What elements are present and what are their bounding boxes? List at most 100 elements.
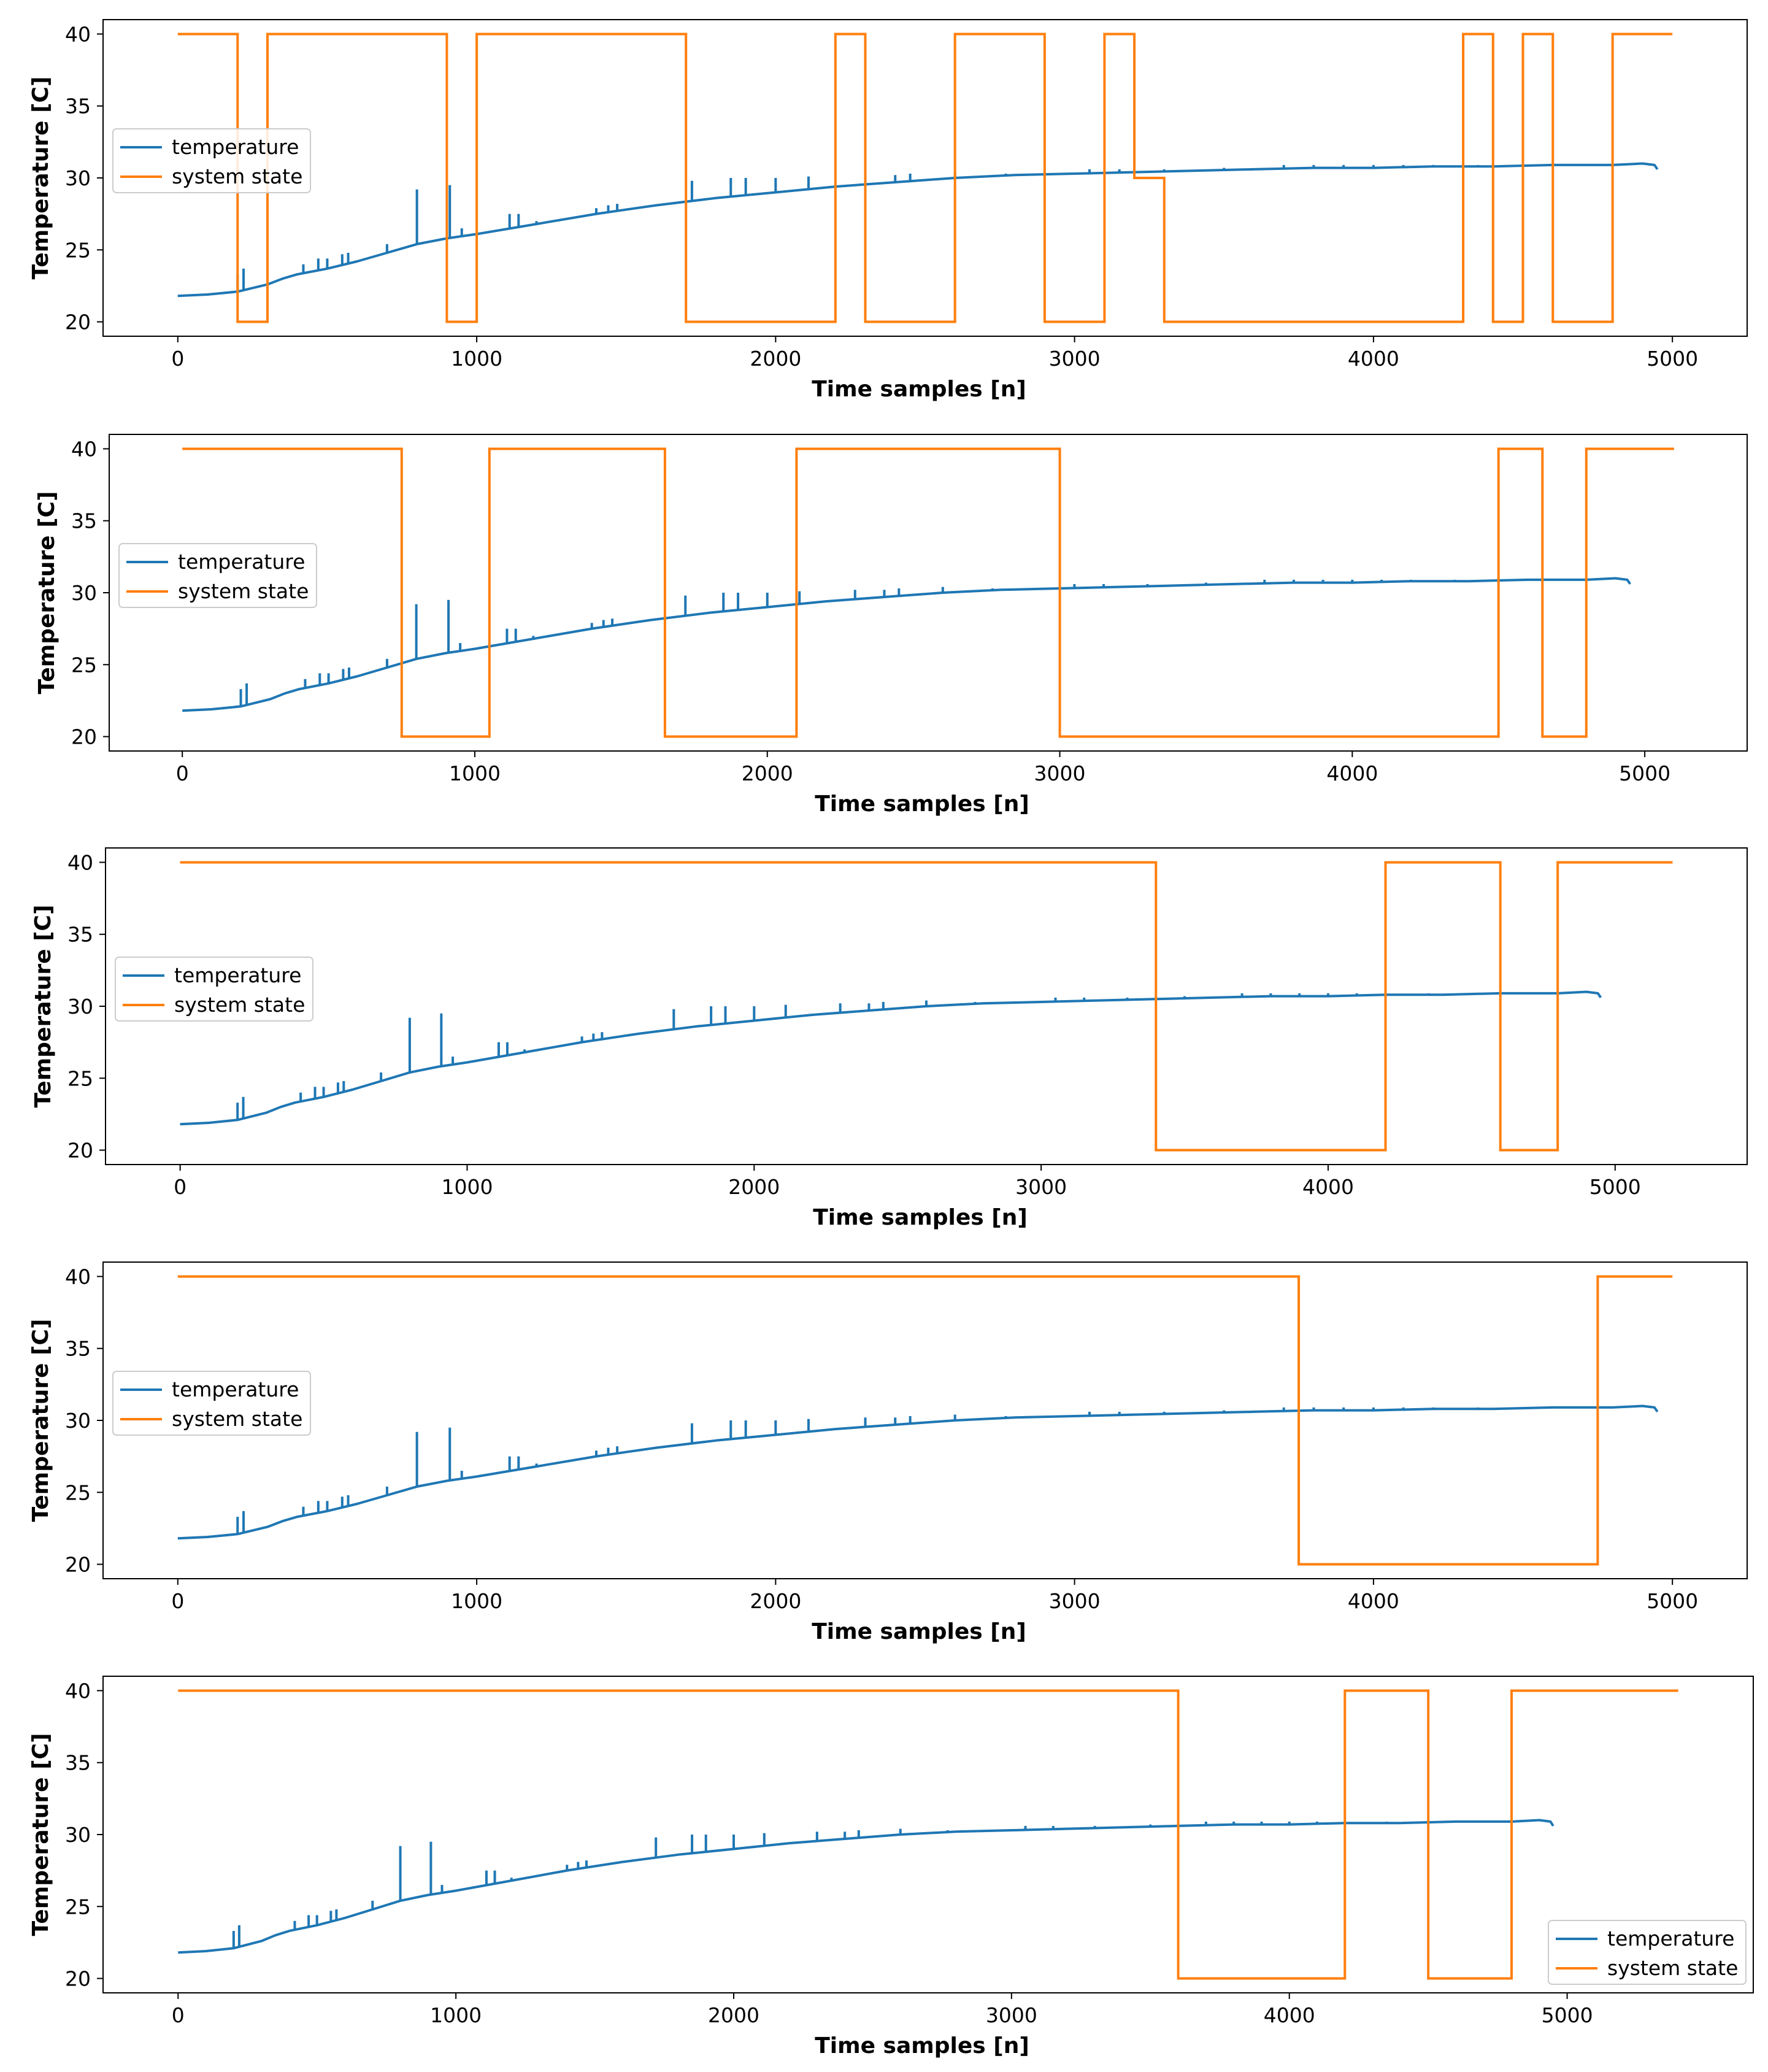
x-tick-label: 4000 — [1326, 761, 1378, 785]
x-tick-label: 3000 — [1015, 1175, 1067, 1199]
y-tick-label: 35 — [65, 1337, 91, 1361]
x-tick-label: 1000 — [430, 2003, 482, 2027]
system-state-line — [180, 861, 1673, 1152]
x-tick-label: 4000 — [1264, 2003, 1315, 2027]
legend-label-temperature: temperature — [172, 1377, 299, 1401]
y-tick-label: 20 — [71, 725, 97, 749]
y-axis-title: Temperature [C] — [28, 1733, 53, 1936]
y-tick-label: 40 — [71, 437, 97, 461]
y-tick-label: 30 — [65, 1409, 91, 1433]
y-tick-label: 25 — [65, 1895, 91, 1919]
x-tick-label: 1000 — [449, 761, 501, 785]
legend-label-temperature: temperature — [1607, 1927, 1734, 1951]
x-tick-label: 2000 — [708, 2003, 759, 2027]
chart-panel-4: 0 1000 2000 3000 4000 5000 20 25 30 35 40 Time samp… — [28, 1261, 1748, 1644]
x-axis-title: Time samples [n] — [815, 791, 1029, 817]
x-tick-label: 5000 — [1619, 761, 1670, 785]
x-tick-label: 2000 — [750, 1589, 801, 1613]
temperature-line — [177, 162, 1659, 298]
y-tick-label: 20 — [65, 310, 91, 334]
y-tick-label: 35 — [65, 1751, 91, 1775]
system-state-line — [177, 33, 1673, 323]
x-tick-label: 0 — [172, 2003, 185, 2027]
x-tick-label: 0 — [171, 1589, 184, 1613]
x-tick-label: 4000 — [1302, 1175, 1354, 1199]
x-tick-label: 2000 — [728, 1175, 780, 1199]
y-tick-label: 40 — [67, 850, 93, 874]
legend: temperature system state — [1548, 1920, 1747, 1985]
x-tick-label: 4000 — [1348, 1589, 1399, 1613]
legend-label-system-state: system state — [172, 1407, 302, 1431]
y-tick-label: 25 — [65, 1481, 91, 1504]
x-axis-title: Time samples [n] — [812, 377, 1026, 402]
y-tick-label: 35 — [65, 94, 91, 118]
x-tick-label: 0 — [171, 347, 184, 371]
x-tick-label: 1000 — [451, 347, 502, 371]
x-tick-label: 2000 — [742, 761, 793, 785]
legend-box — [112, 1371, 311, 1436]
legend-label-system-state: system state — [172, 164, 302, 188]
y-tick-label: 40 — [65, 1679, 91, 1703]
x-tick-label: 5000 — [1647, 347, 1698, 371]
plot-frame — [102, 19, 1748, 337]
x-axis-title: Time samples [n] — [815, 2033, 1029, 2059]
legend-label-system-state: system state — [1607, 1956, 1738, 1980]
x-tick-label: 3000 — [1049, 347, 1101, 371]
legend-box — [1548, 1920, 1747, 1985]
temperature-line — [182, 577, 1631, 712]
y-tick-label: 35 — [67, 923, 93, 947]
x-tick-label: 3000 — [1034, 761, 1086, 785]
plot-frame — [102, 1676, 1754, 1993]
legend-label-temperature: temperature — [178, 550, 305, 574]
chart-panel-5: 0 1000 2000 3000 4000 5000 20 25 30 35 40 Time samp… — [28, 1676, 1754, 2059]
y-tick-label: 30 — [71, 581, 97, 605]
legend: temperature system state — [118, 543, 317, 608]
y-tick-label: 25 — [65, 238, 91, 262]
x-axis-title: Time samples [n] — [812, 1619, 1026, 1644]
legend-box — [115, 957, 313, 1022]
y-tick-label: 30 — [67, 995, 93, 1019]
x-tick-label: 5000 — [1542, 2003, 1593, 2027]
legend-label-system-state: system state — [174, 993, 305, 1017]
x-tick-label: 1000 — [441, 1175, 493, 1199]
y-axis-title: Temperature [C] — [28, 77, 53, 280]
legend-box — [112, 128, 311, 193]
temperature-line — [178, 1819, 1555, 1954]
legend-label-temperature: temperature — [172, 135, 299, 159]
legend: temperature system state — [112, 1371, 311, 1436]
x-tick-label: 5000 — [1647, 1589, 1698, 1613]
y-tick-label: 40 — [65, 22, 91, 46]
system-state-line — [182, 447, 1674, 738]
legend: temperature system state — [115, 957, 313, 1022]
plot-frame — [102, 1261, 1748, 1579]
y-tick-label: 35 — [71, 509, 97, 533]
y-tick-label: 25 — [71, 653, 97, 677]
chart-panel-2: 0 1000 2000 3000 4000 5000 20 25 30 35 40 Time samp… — [34, 434, 1748, 817]
y-tick-label: 40 — [65, 1265, 91, 1288]
x-tick-label: 0 — [176, 761, 189, 785]
y-tick-label: 20 — [65, 1967, 91, 1991]
legend-label-temperature: temperature — [174, 963, 301, 987]
x-tick-label: 0 — [174, 1175, 186, 1199]
y-tick-label: 25 — [67, 1066, 93, 1090]
chart-panel-3: 0 1000 2000 3000 4000 5000 20 25 30 35 40 Time samp… — [31, 847, 1748, 1230]
legend-label-system-state: system state — [178, 579, 309, 603]
chart-panel-1: 0 1000 2000 3000 4000 5000 20 25 30 35 40 Time samp… — [28, 19, 1748, 402]
system-state-line — [177, 1275, 1673, 1566]
y-tick-label: 30 — [65, 1823, 91, 1847]
y-tick-label: 20 — [65, 1553, 91, 1577]
x-tick-label: 4000 — [1348, 347, 1399, 371]
x-tick-label: 2000 — [750, 347, 801, 371]
y-axis-title: Temperature [C] — [34, 491, 60, 695]
y-tick-label: 30 — [65, 166, 91, 190]
x-tick-label: 1000 — [451, 1589, 502, 1613]
y-axis-title: Temperature [C] — [31, 905, 56, 1108]
temperature-line — [180, 990, 1602, 1126]
x-tick-label: 5000 — [1589, 1175, 1641, 1199]
legend: temperature system state — [112, 128, 311, 193]
temperature-line — [177, 1404, 1659, 1540]
y-axis-title: Temperature [C] — [28, 1319, 53, 1522]
legend-box — [118, 543, 317, 608]
x-axis-title: Time samples [n] — [813, 1205, 1028, 1230]
